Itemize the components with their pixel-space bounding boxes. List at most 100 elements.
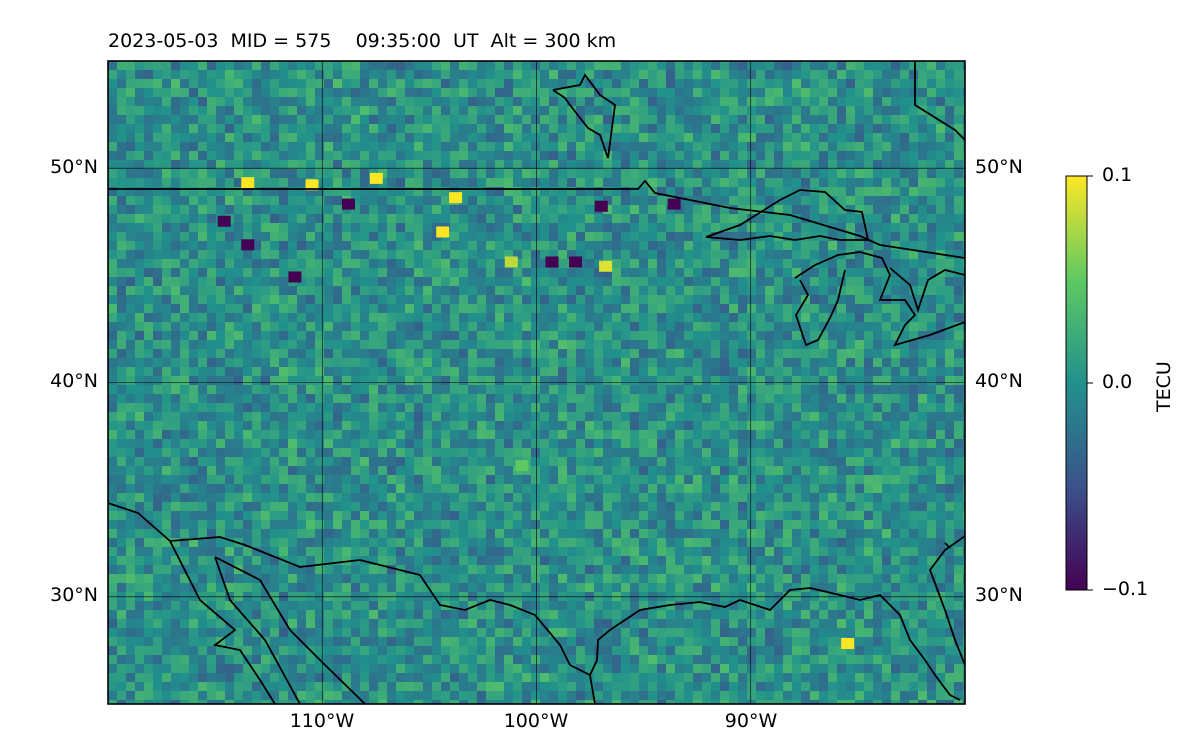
heatmap-cell <box>711 79 721 89</box>
heatmap-cell <box>270 232 280 242</box>
heatmap-cell <box>567 196 577 206</box>
heatmap-cell <box>747 412 757 422</box>
heatmap-cell <box>648 124 658 134</box>
heatmap-cell <box>837 502 847 512</box>
heatmap-cell <box>234 430 244 440</box>
heatmap-cell <box>468 520 478 530</box>
heatmap-cell <box>351 430 361 440</box>
heatmap-cell <box>927 133 937 143</box>
heatmap-cell <box>729 106 739 116</box>
heatmap-cell <box>711 259 721 269</box>
heatmap-cell <box>918 241 928 251</box>
heatmap-cell <box>144 439 154 449</box>
heatmap-cell <box>153 133 163 143</box>
heatmap-cell <box>396 295 406 305</box>
heatmap-cell <box>675 133 685 143</box>
heatmap-cell <box>351 97 361 107</box>
heatmap-cell <box>738 133 748 143</box>
heatmap-cell <box>693 313 703 323</box>
heatmap-cell <box>279 502 289 512</box>
heatmap-cell <box>162 223 172 233</box>
heatmap-cell <box>738 412 748 422</box>
heatmap-cell <box>234 115 244 125</box>
heatmap-cell <box>477 61 487 71</box>
heatmap-cell <box>873 502 883 512</box>
heatmap-cell <box>909 484 919 494</box>
heatmap-cell <box>477 196 487 206</box>
heatmap-cell <box>324 106 334 116</box>
heatmap-cell <box>549 286 559 296</box>
heatmap-cell <box>342 322 352 332</box>
heatmap-cell <box>108 169 118 179</box>
heatmap-cell <box>918 412 928 422</box>
heatmap-cell <box>810 106 820 116</box>
heatmap-cell <box>405 511 415 521</box>
heatmap-cell <box>846 205 856 215</box>
heatmap-cell <box>261 421 271 431</box>
heatmap-cell <box>243 511 253 521</box>
heatmap-cell <box>108 106 118 116</box>
heatmap-cell <box>126 403 136 413</box>
heatmap-cell <box>198 259 208 269</box>
heatmap-cell <box>405 214 415 224</box>
heatmap-cell <box>576 457 586 467</box>
heatmap-cell <box>828 259 838 269</box>
heatmap-cell <box>945 421 955 431</box>
heatmap-cell <box>216 115 226 125</box>
heatmap-cell <box>927 196 937 206</box>
heatmap-cell <box>459 250 469 260</box>
heatmap-cell <box>207 70 217 80</box>
heatmap-cell <box>180 268 190 278</box>
heatmap-cell <box>423 88 433 98</box>
heatmap-cell <box>540 340 550 350</box>
heatmap-cell <box>153 79 163 89</box>
heatmap-cell <box>279 358 289 368</box>
heatmap-cell <box>621 511 631 521</box>
heatmap-cell <box>315 484 325 494</box>
heatmap-cell <box>360 322 370 332</box>
heatmap-cell <box>729 187 739 197</box>
heatmap-cell <box>531 79 541 89</box>
heatmap-cell <box>594 106 604 116</box>
heatmap-cell <box>729 133 739 143</box>
heatmap-cell <box>189 520 199 530</box>
heatmap-cell <box>549 196 559 206</box>
heatmap-cell <box>360 475 370 485</box>
heatmap-cell <box>531 295 541 305</box>
heatmap-cell <box>747 160 757 170</box>
heatmap-cell <box>423 358 433 368</box>
heatmap-cell <box>873 421 883 431</box>
heatmap-cell <box>522 178 532 188</box>
heatmap-cell <box>513 70 523 80</box>
heatmap-cell <box>207 403 217 413</box>
heatmap-cell <box>531 187 541 197</box>
heatmap-cell <box>234 439 244 449</box>
heatmap-cell <box>387 268 397 278</box>
heatmap-cell <box>909 322 919 332</box>
heatmap-cell <box>549 205 559 215</box>
heatmap-cell <box>270 358 280 368</box>
heatmap-cell <box>819 79 829 89</box>
heatmap-cell <box>288 115 298 125</box>
heatmap-cell <box>864 475 874 485</box>
heatmap-cell <box>936 430 946 440</box>
heatmap-cell <box>351 169 361 179</box>
heatmap-cell <box>198 349 208 359</box>
heatmap-cell <box>747 133 757 143</box>
heatmap-cell <box>540 241 550 251</box>
heatmap-cell <box>540 349 550 359</box>
heatmap-cell <box>243 151 253 161</box>
heatmap-cell <box>486 421 496 431</box>
heatmap-cell <box>621 520 631 530</box>
heatmap-cell <box>225 313 235 323</box>
heatmap-cell <box>423 376 433 386</box>
heatmap-cell <box>765 97 775 107</box>
heatmap-cell <box>801 385 811 395</box>
heatmap-cell <box>819 151 829 161</box>
heatmap-cell <box>783 259 793 269</box>
heatmap-cell <box>648 160 658 170</box>
heatmap-cell <box>306 187 316 197</box>
heatmap-cell <box>567 511 577 521</box>
heatmap-cell <box>369 493 379 503</box>
heatmap-cell <box>189 457 199 467</box>
